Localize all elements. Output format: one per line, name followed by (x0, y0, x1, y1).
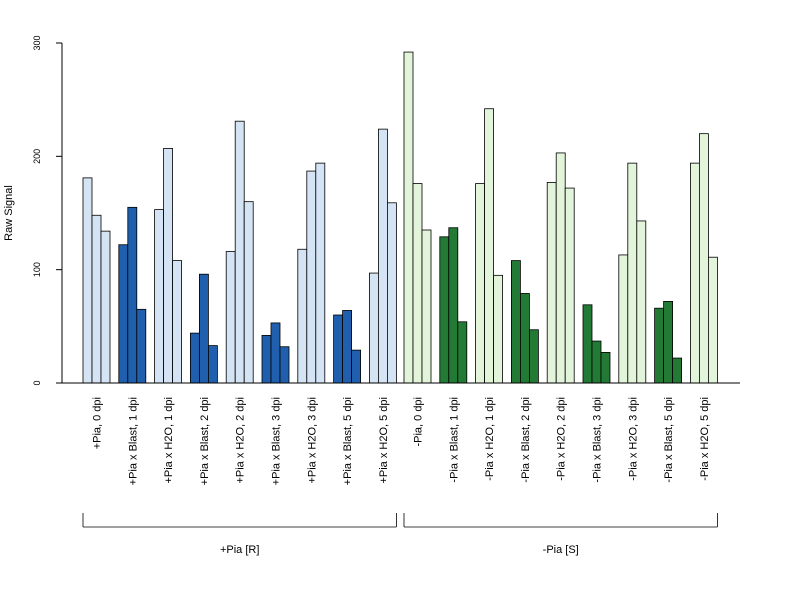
bar (189, 332, 200, 384)
bar (627, 162, 638, 384)
bar (663, 300, 673, 384)
bar (591, 340, 602, 384)
bar (270, 322, 281, 384)
x-tick-label: -Pia x Blast, 5 dpi (663, 397, 675, 483)
bar (636, 220, 647, 384)
x-tick-label: -Pia x Blast, 2 dpi (520, 397, 532, 483)
bar (457, 321, 468, 384)
x-tick-label: +Pia x Blast, 5 dpi (342, 397, 354, 485)
bar (91, 214, 102, 384)
bar (306, 170, 317, 384)
bar (243, 201, 254, 384)
bar (699, 133, 709, 384)
x-tick-label: -Pia x Blast, 3 dpi (592, 397, 604, 483)
bar (279, 346, 290, 384)
bar (520, 293, 530, 384)
bar (333, 314, 344, 384)
bar (555, 152, 566, 384)
bar (386, 202, 397, 384)
x-tick-label: +Pia x H2O, 3 dpi (306, 397, 318, 484)
bar (172, 260, 183, 384)
bar (368, 272, 379, 384)
bar (297, 248, 308, 384)
bar (225, 251, 236, 384)
bar (484, 108, 495, 384)
x-tick-label: +Pia, 0 dpi (92, 397, 104, 449)
bars-layer (82, 51, 718, 384)
x-tick-label: +Pia x Blast, 2 dpi (199, 397, 211, 485)
bar (403, 51, 414, 384)
bar (529, 329, 539, 384)
x-tick-label: +Pia x Blast, 1 dpi (127, 397, 139, 485)
bar (546, 181, 557, 384)
x-tick-label: +Pia x Blast, 3 dpi (271, 397, 283, 485)
x-tick-label: -Pia x H2O, 2 dpi (556, 397, 568, 481)
bar (154, 209, 165, 384)
bar (234, 120, 245, 384)
bar (690, 162, 700, 384)
bar (163, 147, 174, 384)
bar (351, 349, 362, 384)
bar (315, 162, 326, 384)
bar (127, 206, 138, 384)
x-tick-label: +Pia x H2O, 2 dpi (235, 397, 247, 484)
group-label: +Pia [R] (220, 544, 259, 556)
bar (493, 274, 504, 384)
bar (582, 304, 593, 384)
x-tick-label: +Pia x H2O, 5 dpi (378, 397, 390, 484)
bar (475, 183, 486, 384)
bar (261, 334, 272, 384)
bar (672, 357, 682, 384)
axes-layer: Raw Signal (3, 43, 740, 384)
bar (198, 273, 209, 384)
bar (377, 128, 388, 384)
bar (708, 256, 718, 384)
bar (412, 183, 423, 384)
bar (439, 236, 450, 384)
bar (82, 177, 93, 384)
y-tick-label: 100 (32, 262, 42, 277)
bar (136, 308, 147, 384)
bar (448, 227, 459, 384)
bar (207, 345, 218, 384)
group-label: -Pia [S] (543, 544, 579, 556)
x-tick-label: -Pia, 0 dpi (413, 397, 425, 447)
y-tick-label: 0 (32, 380, 42, 385)
bar (564, 187, 575, 384)
x-tick-label: -Pia x H2O, 1 dpi (484, 397, 496, 481)
bar (342, 310, 353, 384)
y-tick-label: 200 (32, 149, 42, 164)
bar (421, 229, 432, 384)
x-tick-labels: +Pia, 0 dpi +Pia x Blast, 1 dpi +Pia x H2O… (92, 397, 711, 485)
x-tick-label: -Pia x Blast, 1 dpi (448, 397, 460, 483)
x-tick-label: +Pia x H2O, 1 dpi (163, 397, 175, 484)
y-ticks: 0 100 200 300 (32, 35, 62, 386)
bar (654, 307, 664, 384)
group-brackets: +Pia [R] -Pia [S] (82, 513, 718, 556)
bar (618, 254, 629, 384)
x-tick-label: -Pia x H2O, 5 dpi (699, 397, 711, 481)
bar (100, 230, 111, 384)
bar (510, 260, 521, 384)
x-tick-label: -Pia x H2O, 3 dpi (627, 397, 639, 481)
y-axis-title: Raw Signal (3, 185, 15, 241)
bar (600, 351, 611, 384)
bar (118, 244, 129, 384)
y-tick-label: 300 (32, 35, 42, 50)
